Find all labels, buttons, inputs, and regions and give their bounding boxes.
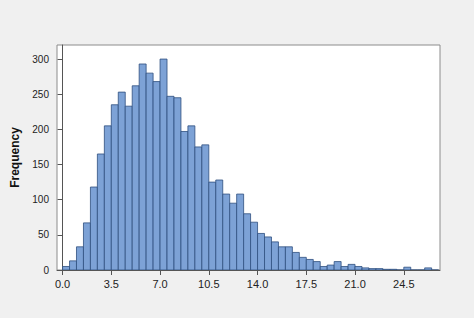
svg-text:150: 150	[32, 159, 49, 170]
svg-text:100: 100	[32, 194, 49, 205]
svg-text:21.0: 21.0	[344, 278, 365, 290]
svg-text:0: 0	[43, 265, 49, 276]
svg-text:17.5: 17.5	[296, 278, 317, 290]
svg-text:10.5: 10.5	[198, 278, 219, 290]
svg-text:Frequency: Frequency	[8, 127, 22, 188]
svg-text:0.0: 0.0	[55, 278, 70, 290]
svg-text:14.0: 14.0	[247, 278, 268, 290]
svg-text:3.5: 3.5	[104, 278, 119, 290]
svg-text:300: 300	[32, 54, 49, 65]
svg-text:200: 200	[32, 124, 49, 135]
svg-text:50: 50	[38, 229, 50, 240]
svg-text:7.0: 7.0	[152, 278, 167, 290]
svg-text:24.5: 24.5	[393, 278, 414, 290]
svg-text:250: 250	[32, 89, 49, 100]
